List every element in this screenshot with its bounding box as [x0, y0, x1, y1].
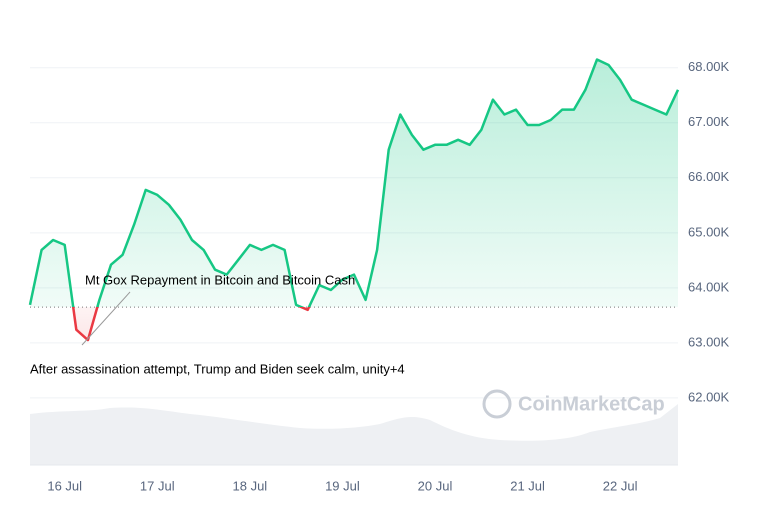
annotation: Mt Gox Repayment in Bitcoin and Bitcoin … — [85, 272, 355, 287]
watermark: CoinMarketCap — [482, 389, 665, 419]
x-tick-label: 20 Jul — [418, 478, 453, 493]
x-tick-label: 21 Jul — [510, 478, 545, 493]
price-line — [28, 58, 680, 342]
annotation: After assassination attempt, Trump and B… — [30, 361, 405, 376]
volume-area — [30, 404, 678, 465]
annotation-connector — [81, 291, 131, 346]
y-tick-label: 65.00K — [688, 224, 730, 239]
x-tick-label: 17 Jul — [140, 478, 175, 493]
x-tick-label: 19 Jul — [325, 478, 360, 493]
y-tick-label: 63.00K — [688, 334, 730, 349]
y-tick-label: 66.00K — [688, 169, 730, 184]
x-tick-label: 22 Jul — [603, 478, 638, 493]
x-tick-label: 16 Jul — [47, 478, 82, 493]
x-tick-label: 18 Jul — [233, 478, 268, 493]
grid: 62.00K 63.00K 64.00K 65.00K 66.00K 67.00K 68.0… — [30, 59, 730, 493]
y-tick-label: 68.00K — [688, 59, 730, 74]
watermark-logo — [482, 389, 512, 419]
area — [30, 59, 678, 341]
y-tick-label: 67.00K — [688, 114, 730, 129]
y-tick-label: 64.00K — [688, 279, 730, 294]
plot — [28, 58, 680, 342]
watermark-text: CoinMarketCap — [518, 393, 665, 415]
y-tick-label: 62.00K — [688, 389, 730, 404]
